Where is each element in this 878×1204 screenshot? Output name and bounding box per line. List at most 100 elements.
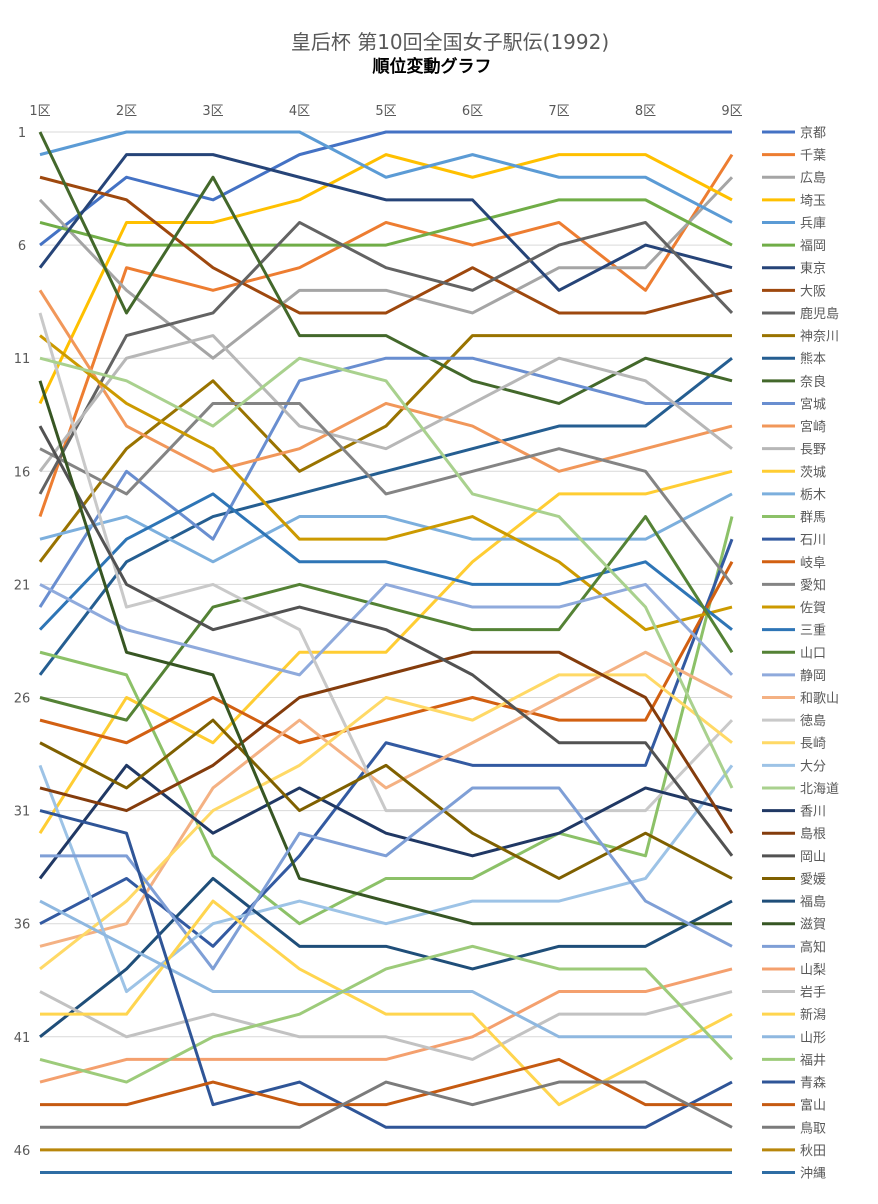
legend-label: 茨城 [800, 465, 826, 480]
y-tick-label: 6 [18, 239, 26, 254]
series-line [38, 763, 733, 880]
x-tick-label: 1区 [29, 104, 50, 119]
series-line [39, 582, 734, 677]
legend-label: 大阪 [800, 284, 826, 299]
legend-label: 神奈川 [800, 330, 839, 345]
x-tick-label: 2区 [116, 104, 137, 119]
y-tick-label: 46 [14, 1144, 31, 1159]
y-tick-label: 11 [14, 352, 31, 367]
series-line [39, 876, 733, 1038]
legend-label: 静岡 [800, 669, 826, 684]
legend-label: 山口 [800, 646, 826, 661]
series-line [39, 809, 733, 1129]
series-line [39, 130, 733, 224]
series-line [39, 650, 733, 948]
series-line [39, 492, 733, 564]
legend-label: 群馬 [800, 511, 826, 526]
series-line [38, 220, 734, 495]
legend-label: 北海道 [800, 782, 839, 797]
series-line [39, 538, 734, 948]
series-line [38, 380, 732, 926]
series-line [39, 198, 733, 247]
x-tick-label: 5区 [375, 104, 396, 119]
series-line [39, 334, 733, 632]
chart-subtitle: 順位変動グラフ [373, 56, 492, 77]
series-line [38, 357, 733, 676]
series-line [40, 786, 733, 971]
x-tick-label: 8区 [635, 104, 656, 119]
series-line [39, 561, 734, 745]
legend-label: 熊本 [800, 351, 826, 367]
y-tick-label: 1 [18, 126, 26, 141]
series-line [39, 944, 734, 1084]
legend-label: 京都 [800, 126, 826, 141]
legend-label: 愛媛 [800, 872, 826, 887]
series-line [39, 515, 734, 722]
x-tick-label: 6区 [462, 104, 483, 119]
legend-label: 長崎 [800, 737, 826, 752]
legend-label: 青森 [800, 1076, 826, 1091]
y-tick-label: 21 [14, 578, 31, 593]
legend-label: 埼玉 [800, 194, 826, 209]
legend-label: 兵庫 [800, 216, 826, 231]
legend-label: 福島 [800, 895, 826, 910]
legend-label: 鳥取 [800, 1121, 826, 1136]
legend-label: 山形 [800, 1031, 826, 1046]
legend-label: 新潟 [800, 1007, 826, 1023]
legend-label: 石川 [800, 533, 826, 548]
legend-label: 岐阜 [800, 555, 826, 571]
legend-label: 秋田 [800, 1144, 826, 1159]
series-line [38, 492, 733, 631]
x-tick-label: 9区 [721, 104, 742, 119]
series-line [38, 176, 734, 360]
legend-label: 和歌山 [800, 692, 839, 707]
legend-label: 岡山 [800, 850, 826, 865]
series-line [39, 718, 733, 880]
legend-label: 山梨 [800, 963, 826, 978]
series-line [38, 334, 732, 563]
legend-label: 福井 [800, 1053, 826, 1068]
series-line [39, 356, 734, 789]
series-line [40, 1080, 733, 1129]
x-tick-label: 7区 [548, 104, 569, 119]
series-line [38, 153, 733, 292]
legend-label: 長野 [800, 443, 826, 458]
series-line [39, 899, 732, 1039]
series-line [39, 130, 732, 247]
legend-label: 宮城 [800, 396, 826, 412]
series-line [38, 764, 734, 994]
y-tick-label: 36 [14, 918, 31, 933]
legend: 京都千葉広島埼玉兵庫福岡東京大阪鹿児島神奈川熊本奈良宮城宮崎長野茨城栃木群馬石川… [762, 126, 839, 1182]
series-line [39, 990, 733, 1061]
series-line [39, 401, 734, 586]
legend-label: 高知 [800, 939, 826, 955]
legend-label: 岩手 [800, 986, 826, 1001]
legend-label: 徳島 [800, 714, 826, 729]
legend-label: 香川 [800, 805, 826, 820]
legend-label: 滋賀 [800, 918, 826, 933]
legend-label: 栃木 [800, 488, 826, 503]
y-tick-label: 26 [14, 692, 31, 707]
legend-label: 愛知 [800, 577, 826, 593]
legend-label: 福岡 [800, 239, 826, 254]
x-tick-label: 4区 [289, 104, 310, 119]
legend-label: 宮崎 [800, 419, 826, 435]
series-line [39, 650, 734, 835]
series-line [40, 1057, 732, 1107]
series-line [38, 469, 733, 835]
legend-label: 広島 [800, 171, 826, 186]
legend-label: 千葉 [800, 149, 826, 164]
x-axis-labels: 1区 2区 3区 4区 5区 6区 7区 8区 9区 [29, 104, 742, 119]
legend-label: 沖縄 [800, 1167, 826, 1182]
series-line [39, 967, 733, 1084]
chart-title: 皇后杯 第10回全国女子駅伝(1992) [291, 30, 609, 54]
y-tick-label: 41 [14, 1031, 31, 1046]
series-line [38, 289, 733, 473]
series-lines [38, 130, 734, 1175]
legend-label: 富山 [800, 1098, 826, 1114]
series-line [39, 673, 733, 971]
legend-label: 東京 [800, 261, 826, 277]
series-line [38, 334, 733, 473]
